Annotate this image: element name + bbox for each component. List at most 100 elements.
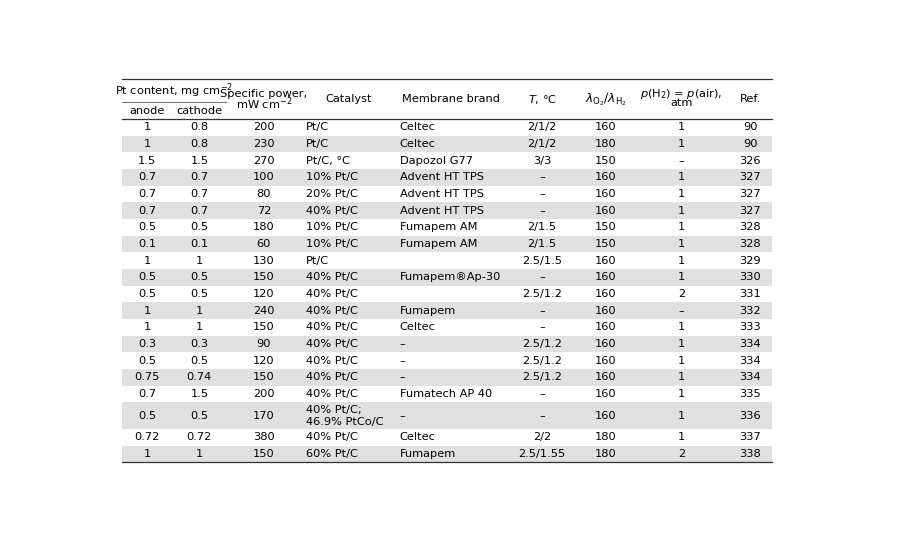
Text: 0.7: 0.7 <box>138 189 156 199</box>
Bar <box>122 169 771 186</box>
Text: 0.7: 0.7 <box>190 173 209 182</box>
Bar <box>122 80 771 119</box>
Text: 40% Pt/C: 40% Pt/C <box>306 322 357 332</box>
Text: 1: 1 <box>678 432 685 443</box>
Text: 160: 160 <box>595 339 616 349</box>
Bar <box>122 186 771 202</box>
Text: 2.5/1.2: 2.5/1.2 <box>522 355 562 366</box>
Text: 130: 130 <box>253 256 274 266</box>
Text: 2/1/2: 2/1/2 <box>527 139 557 149</box>
Text: 100: 100 <box>253 173 274 182</box>
Text: Celtec: Celtec <box>400 139 436 149</box>
Text: 1: 1 <box>678 239 685 249</box>
Text: 1: 1 <box>678 389 685 399</box>
Text: 40% Pt/C: 40% Pt/C <box>306 339 357 349</box>
Text: 1: 1 <box>678 355 685 366</box>
Text: 327: 327 <box>739 206 760 216</box>
Text: 160: 160 <box>595 372 616 382</box>
Text: 120: 120 <box>253 355 274 366</box>
Text: 160: 160 <box>595 411 616 421</box>
Text: 1: 1 <box>678 339 685 349</box>
Text: 0.72: 0.72 <box>186 432 212 443</box>
Text: 20% Pt/C: 20% Pt/C <box>306 189 357 199</box>
Text: 40% Pt/C: 40% Pt/C <box>306 432 357 443</box>
Text: cathode: cathode <box>176 105 222 116</box>
Text: –: – <box>679 306 684 316</box>
Text: 0.5: 0.5 <box>190 355 209 366</box>
Text: Celtec: Celtec <box>400 432 436 443</box>
Text: 1: 1 <box>195 322 203 332</box>
Text: 60: 60 <box>256 239 271 249</box>
Text: Celtec: Celtec <box>400 322 436 332</box>
Text: Fumatech AP 40: Fumatech AP 40 <box>400 389 492 399</box>
Text: 3/3: 3/3 <box>533 156 552 166</box>
Text: Pt/C: Pt/C <box>306 139 328 149</box>
Bar <box>122 286 771 302</box>
Text: 334: 334 <box>739 372 760 382</box>
Text: 2/1/2: 2/1/2 <box>527 122 557 133</box>
Text: 0.1: 0.1 <box>138 239 156 249</box>
Text: 337: 337 <box>739 432 760 443</box>
Text: 150: 150 <box>253 449 274 459</box>
Text: 150: 150 <box>595 222 616 233</box>
Text: 1: 1 <box>143 256 150 266</box>
Bar <box>122 153 771 169</box>
Text: 0.72: 0.72 <box>134 432 159 443</box>
Text: 1: 1 <box>195 449 203 459</box>
Text: 0.5: 0.5 <box>138 289 156 299</box>
Text: 150: 150 <box>595 156 616 166</box>
Text: 1: 1 <box>143 122 150 133</box>
Text: 150: 150 <box>253 272 274 282</box>
Bar <box>122 202 771 219</box>
Text: 160: 160 <box>595 189 616 199</box>
Text: Membrane brand: Membrane brand <box>402 94 500 104</box>
Text: 333: 333 <box>739 322 760 332</box>
Text: 160: 160 <box>595 256 616 266</box>
Text: 90: 90 <box>256 339 271 349</box>
Text: 1: 1 <box>143 306 150 316</box>
Bar <box>122 269 771 286</box>
Text: atm: atm <box>670 98 692 108</box>
Text: –: – <box>539 322 545 332</box>
Text: 329: 329 <box>739 256 760 266</box>
Text: $T$, °C: $T$, °C <box>527 93 557 106</box>
Text: 2.5/1.2: 2.5/1.2 <box>522 289 562 299</box>
Text: 0.74: 0.74 <box>186 372 212 382</box>
Text: 160: 160 <box>595 306 616 316</box>
Text: 160: 160 <box>595 389 616 399</box>
Text: 40% Pt/C: 40% Pt/C <box>306 206 357 216</box>
Text: 40% Pt/C: 40% Pt/C <box>306 306 357 316</box>
Text: 1: 1 <box>143 449 150 459</box>
Text: 2/1.5: 2/1.5 <box>527 239 557 249</box>
Bar <box>122 403 771 429</box>
Text: –: – <box>539 272 545 282</box>
Text: 40% Pt/C: 40% Pt/C <box>306 289 357 299</box>
Text: 150: 150 <box>253 322 274 332</box>
Text: 200: 200 <box>253 122 274 133</box>
Text: 40% Pt/C: 40% Pt/C <box>306 389 357 399</box>
Text: 330: 330 <box>739 272 760 282</box>
Text: 1: 1 <box>678 173 685 182</box>
Text: 160: 160 <box>595 173 616 182</box>
Text: –: – <box>539 389 545 399</box>
Text: –: – <box>539 306 545 316</box>
Text: Celtec: Celtec <box>400 122 436 133</box>
Bar <box>122 429 771 446</box>
Text: Advent HT TPS: Advent HT TPS <box>400 206 484 216</box>
Text: 0.5: 0.5 <box>190 411 209 421</box>
Text: Ref.: Ref. <box>740 94 760 104</box>
Text: 0.7: 0.7 <box>190 206 209 216</box>
Text: Fumapem AM: Fumapem AM <box>400 239 477 249</box>
Text: 1: 1 <box>678 411 685 421</box>
Text: 40% Pt/C;: 40% Pt/C; <box>306 405 362 415</box>
Text: 1: 1 <box>678 256 685 266</box>
Text: 170: 170 <box>253 411 274 421</box>
Text: 335: 335 <box>739 389 760 399</box>
Text: 180: 180 <box>595 449 616 459</box>
Text: –: – <box>539 411 545 421</box>
Text: 150: 150 <box>253 372 274 382</box>
Text: –: – <box>400 339 406 349</box>
Text: 180: 180 <box>253 222 274 233</box>
Text: 0.5: 0.5 <box>138 411 156 421</box>
Text: 0.8: 0.8 <box>190 139 209 149</box>
